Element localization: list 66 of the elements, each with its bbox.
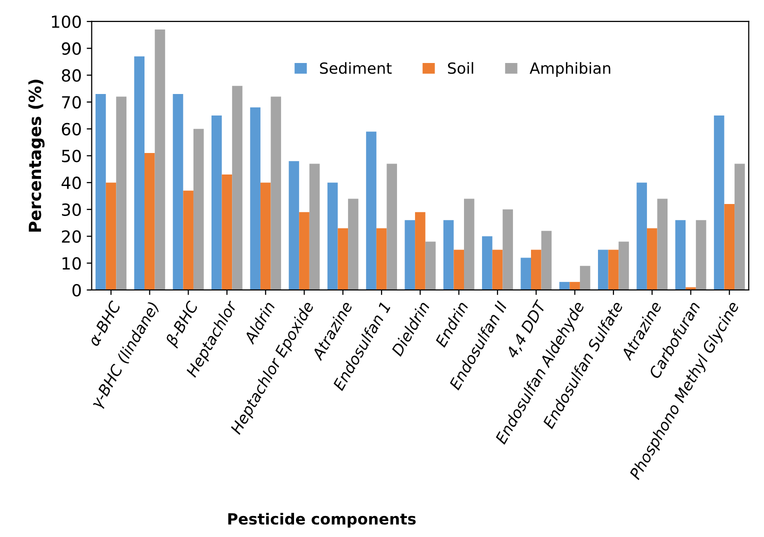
bar <box>183 190 194 290</box>
bar <box>636 182 647 290</box>
y-axis-title: Percentages (%) <box>28 80 45 232</box>
bar <box>96 94 106 290</box>
y-tick-label: 70 <box>62 96 81 109</box>
bar <box>541 230 552 290</box>
legend-label: Sediment <box>320 62 392 74</box>
bar <box>172 94 184 290</box>
bar <box>376 228 387 290</box>
y-tick-label: 90 <box>62 42 81 55</box>
bar <box>646 228 658 290</box>
bar <box>288 161 300 290</box>
bar <box>134 56 144 290</box>
bar <box>724 204 735 290</box>
y-tick-label: 10 <box>62 257 81 270</box>
bar <box>154 30 166 290</box>
y-tick-label: 20 <box>62 230 81 243</box>
bar <box>482 236 492 290</box>
bar <box>386 164 398 290</box>
bar <box>327 182 338 290</box>
y-tick-label: 0 <box>72 284 81 297</box>
bar <box>598 250 608 290</box>
y-tick-label: 80 <box>62 69 81 82</box>
bar <box>348 198 358 290</box>
bar <box>366 132 376 290</box>
bar <box>608 250 619 290</box>
bar <box>464 198 474 290</box>
y-tick-label: 50 <box>62 150 81 162</box>
bar <box>502 209 513 290</box>
bar <box>116 96 126 290</box>
bar <box>696 220 706 290</box>
bar <box>270 96 282 290</box>
bar <box>106 182 116 290</box>
bar <box>250 107 260 290</box>
bar <box>415 212 426 290</box>
bar <box>193 128 204 290</box>
bar <box>222 174 232 290</box>
y-tick-label: 30 <box>62 203 81 216</box>
x-axis-title: Pesticide components <box>228 512 416 528</box>
bar <box>425 242 436 290</box>
bar <box>260 182 271 290</box>
legend-label: Amphibian <box>530 62 610 77</box>
bar <box>211 115 222 290</box>
bar <box>299 212 310 290</box>
bar <box>675 220 686 290</box>
bar <box>309 164 320 290</box>
bar <box>144 153 155 290</box>
bar <box>443 220 454 290</box>
bar <box>618 242 629 290</box>
bar <box>232 86 242 290</box>
bar <box>580 266 590 290</box>
bar <box>454 250 464 290</box>
y-tick-label: 60 <box>62 122 81 136</box>
y-tick-label: 40 <box>62 176 81 190</box>
bar <box>714 115 724 290</box>
bar <box>530 250 542 290</box>
bar <box>338 228 348 290</box>
bar <box>492 250 503 290</box>
bar <box>520 258 531 290</box>
bar <box>734 164 745 290</box>
legend-label: Soil <box>448 62 474 74</box>
bar <box>559 282 570 290</box>
bar <box>570 282 580 290</box>
bar <box>404 220 416 290</box>
y-tick-label: 100 <box>52 15 81 28</box>
bar <box>657 198 668 290</box>
